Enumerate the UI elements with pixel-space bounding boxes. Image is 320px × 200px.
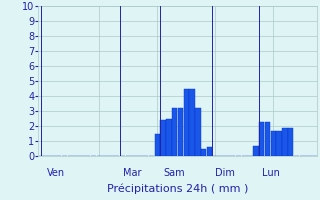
Text: Dim: Dim: [215, 168, 235, 178]
Text: Précipitations 24h ( mm ): Précipitations 24h ( mm ): [107, 183, 248, 194]
Bar: [276, 131, 282, 156]
Text: Mar: Mar: [123, 168, 141, 178]
Bar: [155, 134, 160, 156]
Text: Lun: Lun: [262, 168, 280, 178]
Bar: [207, 147, 212, 156]
Bar: [178, 108, 183, 156]
Bar: [195, 108, 201, 156]
Bar: [259, 121, 264, 156]
Bar: [184, 88, 189, 156]
Bar: [288, 128, 293, 156]
Bar: [201, 148, 206, 156]
Bar: [265, 121, 270, 156]
Text: Ven: Ven: [47, 168, 65, 178]
Bar: [172, 108, 177, 156]
Bar: [166, 118, 172, 156]
Bar: [189, 88, 195, 156]
Bar: [282, 128, 287, 156]
Bar: [271, 131, 276, 156]
Text: Sam: Sam: [163, 168, 185, 178]
Bar: [253, 146, 259, 156]
Bar: [161, 120, 166, 156]
